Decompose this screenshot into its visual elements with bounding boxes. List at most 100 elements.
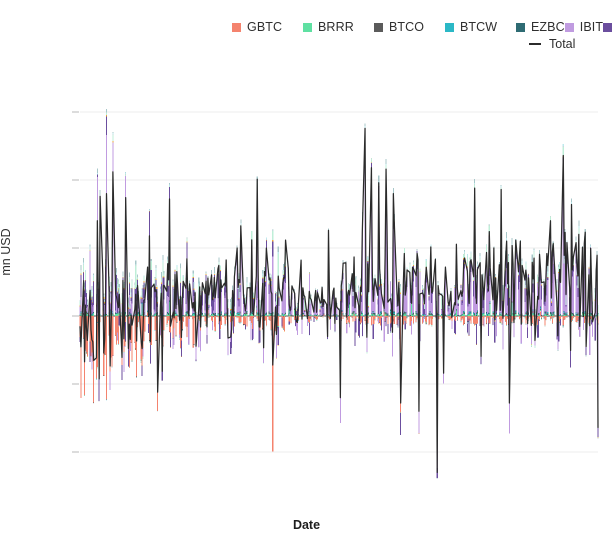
bar-segment xyxy=(372,312,374,315)
bar-segment xyxy=(86,356,88,357)
bar-segment xyxy=(180,340,182,357)
bar-segment xyxy=(186,241,188,243)
bar-segment xyxy=(556,282,558,285)
bar-segment xyxy=(360,311,362,313)
bar-segment xyxy=(198,318,200,320)
legend-item-fbtc[interactable]: FBTC xyxy=(603,18,613,37)
bar-segment xyxy=(348,282,350,284)
bar-segment xyxy=(150,316,152,345)
legend-item-ibit[interactable]: IBIT xyxy=(564,18,603,37)
bar-segment xyxy=(581,316,584,317)
bar-segment xyxy=(457,306,459,316)
bar-segment xyxy=(294,309,296,316)
bar-segment xyxy=(543,317,545,320)
bar-segment xyxy=(563,310,565,312)
bar-segment xyxy=(456,315,458,316)
bar-segment xyxy=(96,314,98,316)
bar-segment xyxy=(307,322,309,323)
bar-segment xyxy=(578,228,580,238)
bar-segment xyxy=(283,314,285,316)
bar-segment xyxy=(409,325,411,327)
bar-segment xyxy=(538,314,540,316)
bar-segment xyxy=(547,316,549,317)
bar-segment xyxy=(412,264,414,267)
bar-segment xyxy=(154,286,156,287)
bar-segment xyxy=(487,316,489,317)
bar-segment xyxy=(528,316,530,319)
bar-segment xyxy=(508,287,510,290)
bar-segment xyxy=(498,313,500,316)
bar-segment xyxy=(221,289,223,293)
legend-item-brrr[interactable]: BRRR xyxy=(303,18,374,37)
bar-segment xyxy=(322,315,324,316)
bar-segment xyxy=(128,277,130,283)
bar-segment xyxy=(237,300,239,313)
bar-segment xyxy=(462,294,464,303)
bar-segment xyxy=(405,312,407,314)
bar-segment xyxy=(591,316,593,320)
legend-item-gbtc[interactable]: GBTC xyxy=(232,18,303,37)
bar-segment xyxy=(475,314,477,316)
legend-item-btco[interactable]: BTCO xyxy=(374,18,445,37)
bar-segment xyxy=(115,310,117,313)
bar-segment xyxy=(595,316,597,318)
bar-segment xyxy=(244,329,246,330)
bar-segment xyxy=(474,312,476,314)
bar-segment xyxy=(428,313,430,314)
bar-segment xyxy=(450,314,452,316)
bar-segment xyxy=(559,261,561,264)
bar-segment xyxy=(104,303,106,306)
bar-segment xyxy=(308,335,310,336)
bar-segment xyxy=(419,272,421,313)
bar-segment xyxy=(92,315,94,317)
bar-segment xyxy=(157,296,159,300)
legend-item-btcw[interactable]: BTCW xyxy=(445,18,516,37)
bar-segment xyxy=(359,323,362,325)
bar-segment xyxy=(577,277,579,280)
bar-segment xyxy=(306,316,309,326)
bar-segment xyxy=(214,316,216,331)
bar-segment xyxy=(348,291,350,309)
bar-segment xyxy=(265,239,267,241)
bar-segment xyxy=(411,321,413,335)
bar-segment xyxy=(84,279,87,281)
bar-segment xyxy=(154,313,156,315)
bar-segment xyxy=(341,316,343,317)
bar-segment xyxy=(230,304,232,305)
bar-segment xyxy=(285,315,287,317)
bar-segment xyxy=(377,320,379,322)
bar-segment xyxy=(278,293,280,294)
bar-segment xyxy=(404,285,406,312)
bar-segment xyxy=(127,307,129,309)
bar-segment xyxy=(198,347,200,348)
bar-segment xyxy=(353,316,355,317)
bar-segment xyxy=(585,355,587,357)
bar-segment xyxy=(265,312,267,314)
bar-segment xyxy=(191,314,193,316)
bar-segment xyxy=(131,316,133,361)
bar-segment xyxy=(517,274,520,276)
bar-segment xyxy=(242,315,245,317)
legend-item-ezbc[interactable]: EZBC xyxy=(516,18,565,37)
bar-segment xyxy=(284,314,286,315)
bar-segment xyxy=(507,288,509,306)
bar-segment xyxy=(295,323,298,331)
bar-segment xyxy=(148,210,150,212)
bar-segment xyxy=(272,316,274,452)
bar-segment xyxy=(303,313,305,314)
bar-segment xyxy=(319,304,321,310)
bar-segment xyxy=(570,312,573,313)
bar-segment xyxy=(499,316,501,323)
bar-segment xyxy=(566,240,568,244)
bar-segment xyxy=(534,345,536,348)
bar-segment xyxy=(179,268,182,269)
bar-segment xyxy=(332,316,334,318)
bar-segment xyxy=(117,281,119,289)
bar-segment xyxy=(549,216,552,222)
bar-segment xyxy=(323,313,325,315)
bar-segment xyxy=(450,287,452,289)
bar-segment xyxy=(341,302,343,311)
bar-segment xyxy=(112,316,114,356)
bar-segment xyxy=(109,315,111,317)
bar-segment xyxy=(168,187,171,202)
